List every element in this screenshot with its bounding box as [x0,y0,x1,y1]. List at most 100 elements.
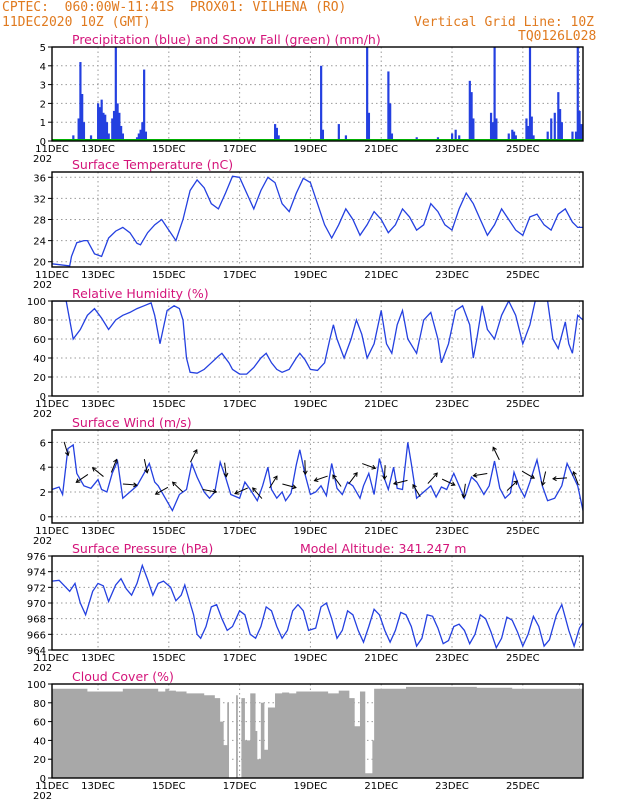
cloud-cover-ytick-label: 0 [40,774,46,785]
wind-arrow-head [412,483,417,489]
model-altitude-label: Model Altitude: 341.247 m [300,541,466,556]
chart-header: CPTEC: 060:00W-11:41S PROX01: VILHENA (R… [0,0,618,46]
precipitation-xtick-label: 11DEC [35,144,69,155]
precip-bar [77,118,80,141]
surface-temperature-year-stub: 202 [33,280,52,291]
surface-temperature-ytick-label: 36 [33,173,46,184]
surface-temperature-ytick-label: 24 [33,237,46,248]
wind-arrow [552,477,568,480]
wind-arrow-head [392,480,398,486]
relative-humidity-xtick-label: 15DEC [152,399,186,410]
precipitation-ytick-label: 4 [40,62,46,73]
cloud-cover-area [52,686,583,778]
precip-bar [387,71,390,141]
wind-arrow [224,462,227,477]
cloud-cover-xtick-label: 23DEC [435,781,469,792]
surface-wind-xtick-label: 23DEC [435,526,469,537]
precip-bar [105,122,109,141]
relative-humidity-ytick-label: 40 [33,354,46,365]
surface-temperature-frame [51,171,584,268]
surface-wind-ytick-label: 0 [40,513,46,524]
wind-arrow-head [171,481,177,487]
wind-arrow-head [75,478,81,483]
precipitation-frame [51,46,584,142]
surface-temperature-ytick-label: 20 [33,258,46,269]
surface-pressure-ytick-label: 968 [27,615,46,626]
relative-humidity-ytick-label: 0 [40,392,46,403]
precip-bar [143,69,146,141]
cloud-cover-ytick-label: 100 [27,680,46,691]
wind-arrow-head [313,477,319,482]
cloud-cover-data [52,686,583,778]
surface-temperature-ytick-label: 32 [33,194,46,205]
wind-arrow [234,487,248,495]
wind-arrow [332,474,342,487]
precip-bar [144,131,148,141]
surface-wind-xtick-label: 17DEC [223,526,257,537]
precipitation-xtick-label: 25DEC [506,144,540,155]
surface-pressure-data [52,563,583,650]
relative-humidity-ytick-label: 20 [33,373,46,384]
surface-temperature-xtick-label: 23DEC [435,270,469,281]
surface-pressure-title: Surface Pressure (hPa) [72,541,213,556]
wind-arrow-head [193,448,198,454]
precip-bar [104,114,107,141]
precip-bar [550,118,553,141]
precip-bar [120,125,123,141]
cloud-cover-ytick-label: 40 [33,736,46,747]
relative-humidity-data [52,301,583,375]
precip-bar [100,99,103,141]
cloud-cover-xtick-label: 25DEC [506,781,540,792]
wind-arrow [202,489,217,493]
relative-humidity-xtick-label: 11DEC [35,399,69,410]
wind-arrow [172,481,184,493]
precip-bar [470,92,473,141]
wind-arrow-head [433,472,438,478]
precip-bar [472,118,475,141]
wind-arrow [269,475,278,489]
precip-bar [580,124,583,141]
surface-wind-xtick-label: 21DEC [364,526,398,537]
precipitation-ytick-label: 5 [40,43,46,54]
run-datetime: 11DEC2020 10Z (GMT) [2,15,151,30]
relative-humidity-xtick-label: 13DEC [81,399,115,410]
surface-wind-title: Surface Wind (m/s) [72,415,192,430]
wind-arrow-head [273,475,278,481]
precip-bar [320,65,323,141]
vertical-grid-note: Vertical Grid Line: 10Z [414,15,595,30]
relative-humidity-xtick-label: 21DEC [364,399,398,410]
wind-arrow-head [353,471,358,477]
precip-bar [532,135,535,141]
precipitation-ytick-label: 1 [40,118,46,129]
surface-pressure-xtick-label: 21DEC [364,653,398,664]
wind-arrow-head [113,458,118,464]
wind-arrow [572,471,579,486]
precip-bar [82,122,86,141]
wind-arrow-head [450,481,456,486]
wind-arrow-head [572,470,577,476]
precip-bar [578,110,581,141]
precipitation-panel: 0 1 2 3 4 5 11DEC 13DEC 15DEC 17DEC 19DEC 21DEC 23DE… [33,32,584,165]
wind-arrow [122,483,137,486]
precip-bar [367,112,371,141]
surface-wind-ytick-label: 4 [40,463,46,474]
precip-bar [366,47,369,141]
precipitation-xtick-label: 23DEC [435,144,469,155]
wind-arrow-head [223,472,229,478]
wind-arrow-head [154,490,160,495]
precip-bar [89,135,93,141]
surface-wind-year-stub: 202 [33,536,52,547]
relative-humidity-title: Relative Humidity (%) [72,286,209,301]
wind-arrow-head [64,451,70,457]
surface-temperature-xtick-label: 15DEC [152,270,186,281]
relative-humidity-year-stub: 202 [33,409,52,420]
surface-pressure-ytick-label: 970 [27,599,46,610]
surface-pressure-xtick-label: 11DEC [35,653,69,664]
cloud-cover-xtick-label: 15DEC [152,781,186,792]
surface-wind-frame [51,429,584,524]
wind-arrow-head [144,468,150,474]
wind-arrow [282,483,297,489]
cloud-cover-xtick-label: 13DEC [81,781,115,792]
precip-bar [344,135,348,141]
precip-bar [116,103,119,141]
